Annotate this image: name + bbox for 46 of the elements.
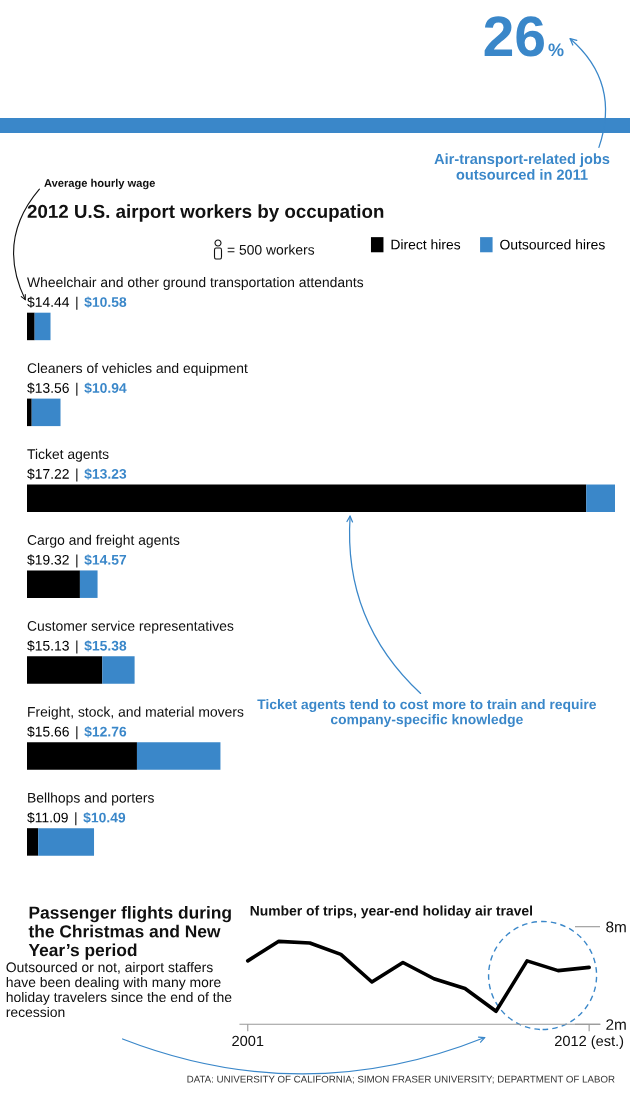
y-tick-label: 2m (606, 1019, 626, 1030)
annotation: | (75, 812, 77, 826)
chart-title: 2012 U.S. airport workers by occupation (27, 204, 384, 222)
annotation: $13.23 (84, 468, 127, 480)
annotation: $14.57 (84, 554, 127, 566)
y-axis-title: Number of trips, year-end holiday air travel (250, 905, 532, 919)
annotation: | (76, 296, 78, 310)
annotation: $19.32 (27, 554, 69, 566)
annotation: $11.09 (27, 812, 68, 824)
y-tick-label: Freight, stock, and material movers (28, 706, 244, 720)
annotation: Ticket agents tend to cost more to train and require company-specific knowledge (257, 699, 597, 728)
y-tick-label: Wheelchair and other ground transportation attendants (27, 277, 364, 290)
y-tick-label: Cargo and freight agents (27, 534, 180, 548)
annotation: $13.56 (27, 382, 69, 394)
annotation: $15.66 (27, 726, 69, 738)
y-tick-label: Bellhops and porters (28, 792, 154, 806)
annotation: | (76, 726, 78, 740)
y-tick-label: Ticket agents (27, 448, 109, 462)
legend-label: Direct hires (391, 239, 461, 250)
y-tick-label: 8m (606, 921, 626, 933)
chart-title: Passenger flights during the Christmas and New Year’s period (28, 906, 231, 960)
text: Average hourly wage (44, 178, 155, 190)
text: = 500 workers (227, 244, 315, 255)
annotation: | (76, 468, 78, 482)
y-tick-label: Cleaners of vehicles and equipment (27, 362, 248, 376)
annotation: | (76, 640, 78, 654)
text: DATA: UNIVERSITY OF CALIFORNIA; SIMON FRASER UNIVERSITY; DEPARTMENT OF LABOR (187, 1075, 615, 1084)
annotation: $10.94 (84, 382, 127, 394)
annotation: $14.44 (27, 296, 70, 308)
annotation: $12.76 (84, 726, 127, 738)
legend-label: Outsourced hires (500, 239, 605, 250)
annotation: $15.38 (84, 640, 127, 652)
x-tick-label: 2012 (est.) (555, 1035, 624, 1049)
text: Outsourced or not, airport staffers have been dealing with many more holiday travelers since the end of the recession (6, 962, 232, 1018)
line-series (245, 939, 591, 1014)
annotation: | (76, 554, 78, 568)
annotation: | (76, 382, 78, 396)
text: % (548, 43, 564, 57)
x-tick-label: 2001 (232, 1035, 264, 1047)
annotation: $15.13 (27, 640, 69, 652)
text: 26 (484, 16, 544, 57)
annotation: $17.22 (27, 468, 69, 480)
annotation: $10.58 (84, 296, 127, 308)
text: Air-transport-related jobs outsourced in 2011 (434, 153, 610, 180)
annotation: $10.49 (83, 812, 126, 824)
y-tick-label: Customer service representatives (27, 620, 234, 634)
